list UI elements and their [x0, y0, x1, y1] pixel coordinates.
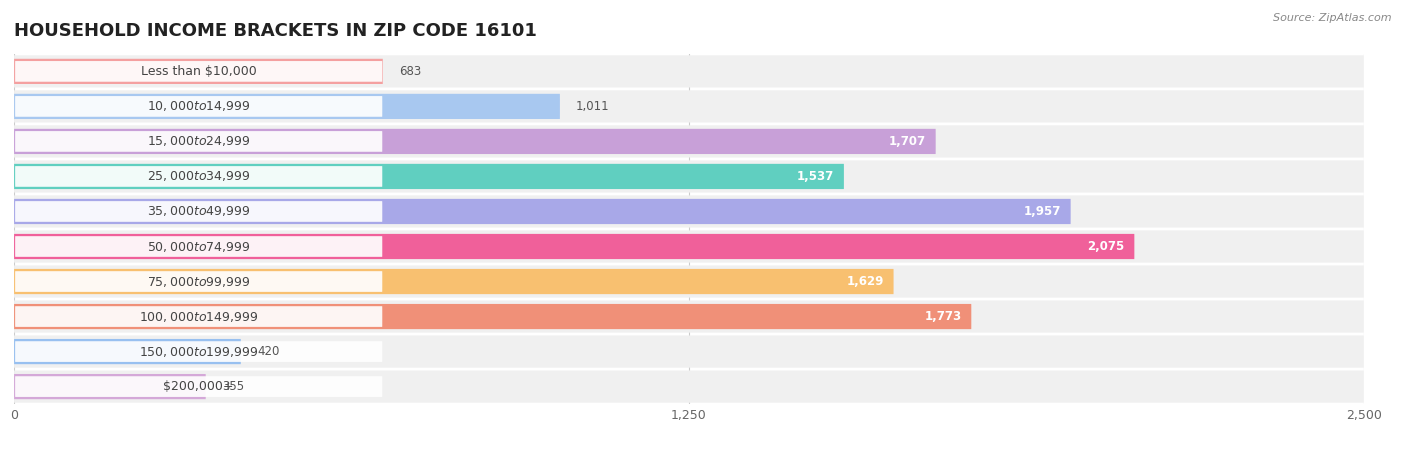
FancyBboxPatch shape	[15, 166, 382, 187]
Text: 1,537: 1,537	[797, 170, 834, 183]
FancyBboxPatch shape	[15, 201, 382, 222]
FancyBboxPatch shape	[14, 160, 1364, 193]
Text: 355: 355	[222, 380, 245, 393]
Text: HOUSEHOLD INCOME BRACKETS IN ZIP CODE 16101: HOUSEHOLD INCOME BRACKETS IN ZIP CODE 16…	[14, 22, 537, 40]
Text: 683: 683	[399, 65, 422, 78]
Text: 1,957: 1,957	[1024, 205, 1062, 218]
FancyBboxPatch shape	[15, 61, 382, 82]
Text: $150,000 to $199,999: $150,000 to $199,999	[139, 344, 259, 359]
FancyBboxPatch shape	[14, 199, 1070, 224]
FancyBboxPatch shape	[14, 55, 1364, 88]
FancyBboxPatch shape	[14, 59, 382, 84]
Text: 1,011: 1,011	[576, 100, 610, 113]
FancyBboxPatch shape	[14, 265, 1364, 298]
Text: $50,000 to $74,999: $50,000 to $74,999	[148, 239, 250, 254]
FancyBboxPatch shape	[14, 374, 205, 399]
Text: 2,075: 2,075	[1087, 240, 1125, 253]
FancyBboxPatch shape	[15, 131, 382, 152]
FancyBboxPatch shape	[14, 370, 1364, 403]
Text: $75,000 to $99,999: $75,000 to $99,999	[148, 274, 250, 289]
Text: 1,773: 1,773	[925, 310, 962, 323]
FancyBboxPatch shape	[15, 236, 382, 257]
FancyBboxPatch shape	[14, 304, 972, 329]
Text: $100,000 to $149,999: $100,000 to $149,999	[139, 309, 259, 324]
FancyBboxPatch shape	[14, 125, 1364, 158]
FancyBboxPatch shape	[15, 376, 382, 397]
Text: Source: ZipAtlas.com: Source: ZipAtlas.com	[1274, 13, 1392, 23]
FancyBboxPatch shape	[14, 164, 844, 189]
Text: $25,000 to $34,999: $25,000 to $34,999	[148, 169, 250, 184]
Text: $15,000 to $24,999: $15,000 to $24,999	[148, 134, 250, 149]
FancyBboxPatch shape	[15, 96, 382, 117]
Text: 1,629: 1,629	[846, 275, 884, 288]
FancyBboxPatch shape	[15, 306, 382, 327]
FancyBboxPatch shape	[14, 269, 894, 294]
FancyBboxPatch shape	[14, 234, 1135, 259]
Text: $200,000+: $200,000+	[163, 380, 233, 393]
Text: $35,000 to $49,999: $35,000 to $49,999	[148, 204, 250, 219]
Text: Less than $10,000: Less than $10,000	[141, 65, 256, 78]
FancyBboxPatch shape	[14, 339, 240, 364]
Text: $10,000 to $14,999: $10,000 to $14,999	[148, 99, 250, 114]
Text: 1,707: 1,707	[889, 135, 927, 148]
Text: 420: 420	[257, 345, 280, 358]
FancyBboxPatch shape	[14, 300, 1364, 333]
FancyBboxPatch shape	[14, 195, 1364, 228]
FancyBboxPatch shape	[14, 230, 1364, 263]
FancyBboxPatch shape	[14, 335, 1364, 368]
FancyBboxPatch shape	[15, 341, 382, 362]
FancyBboxPatch shape	[14, 94, 560, 119]
FancyBboxPatch shape	[15, 271, 382, 292]
FancyBboxPatch shape	[14, 90, 1364, 123]
FancyBboxPatch shape	[14, 129, 935, 154]
